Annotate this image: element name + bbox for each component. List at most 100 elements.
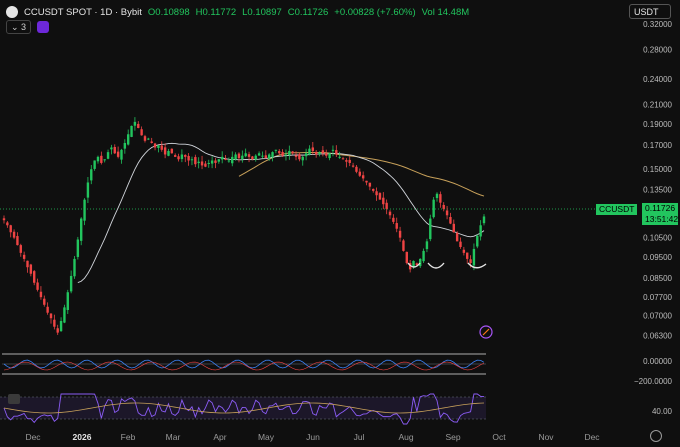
rsi-pane bbox=[0, 393, 486, 425]
candle-body bbox=[22, 254, 26, 259]
candle-body bbox=[247, 154, 251, 157]
candle-body bbox=[264, 155, 268, 159]
candle-body bbox=[220, 156, 224, 160]
candle-body bbox=[318, 152, 321, 155]
symbol-title[interactable]: CCUSDT SPOT · 1D · Bybit bbox=[24, 6, 142, 18]
osc-line-b bbox=[3, 361, 485, 371]
candle-body bbox=[224, 158, 227, 160]
pattern-arcs bbox=[407, 262, 487, 269]
candle-body bbox=[86, 182, 90, 198]
candle-body bbox=[56, 328, 59, 333]
candle-body bbox=[227, 160, 231, 162]
osc-line-a bbox=[3, 359, 485, 369]
candle-body bbox=[123, 142, 127, 149]
candle-body bbox=[301, 156, 304, 161]
candle-body bbox=[6, 222, 9, 226]
candle-body bbox=[291, 151, 294, 154]
candle-body bbox=[388, 211, 392, 216]
candle-body bbox=[325, 153, 328, 156]
pane-axis-label: 0.00000 bbox=[643, 357, 672, 366]
volume-value: Vol 14.48M bbox=[421, 6, 470, 18]
candle-body bbox=[120, 149, 123, 160]
time-axis-label: Jun bbox=[306, 432, 320, 442]
time-axis-label: Sep bbox=[445, 432, 460, 442]
indicator-icon[interactable] bbox=[37, 21, 50, 33]
candle-body bbox=[271, 152, 274, 158]
currency-select[interactable]: USDT bbox=[629, 4, 671, 19]
pane-axis-label: −200.0000 bbox=[634, 377, 673, 386]
candle-body bbox=[345, 160, 348, 162]
candle-body bbox=[93, 160, 96, 169]
candle-body bbox=[382, 197, 385, 205]
candle-body bbox=[294, 155, 298, 157]
candle-body bbox=[398, 230, 402, 238]
ma-fast-line bbox=[77, 142, 485, 283]
candle-body bbox=[314, 151, 318, 155]
candle-body bbox=[39, 291, 43, 298]
time-axis-label: Dec bbox=[25, 432, 41, 442]
close-value: C0.11726 bbox=[287, 6, 329, 18]
candle-body bbox=[355, 166, 358, 172]
candle-body bbox=[321, 150, 325, 154]
oscillator-pane bbox=[2, 353, 486, 375]
candle-body bbox=[251, 156, 254, 160]
candle-body bbox=[257, 153, 261, 156]
candle-body bbox=[197, 161, 200, 164]
price-axis-label: 0.17000 bbox=[643, 141, 672, 150]
pane-axis-label: 40.00 bbox=[652, 407, 673, 416]
price-axis-label: 0.10500 bbox=[643, 234, 672, 243]
candle-body bbox=[392, 217, 395, 222]
candle-body bbox=[90, 169, 93, 181]
candle-body bbox=[422, 250, 425, 262]
candle-body bbox=[351, 165, 355, 167]
coin-logo-icon bbox=[6, 6, 18, 18]
open-value: O0.10898 bbox=[147, 6, 190, 18]
candle-body bbox=[231, 156, 234, 164]
candle-body bbox=[2, 218, 6, 221]
candle-body bbox=[29, 264, 33, 274]
price-axis-label: 0.07000 bbox=[643, 311, 672, 320]
candle-body bbox=[53, 319, 56, 327]
candle-body bbox=[214, 160, 217, 163]
candle-body bbox=[133, 121, 137, 126]
candle-body bbox=[254, 155, 257, 160]
last-price: 0.11726 bbox=[645, 203, 676, 213]
candle-body bbox=[130, 125, 133, 137]
candle-body bbox=[432, 199, 435, 218]
candle-body bbox=[452, 223, 455, 233]
change-value: +0.00828 (+7.60%) bbox=[334, 6, 416, 18]
candle-body bbox=[167, 150, 170, 156]
price-axis: 0.32000 0.28000 0.24000 0.21000 0.19000 0.170… bbox=[634, 20, 673, 416]
candle-body bbox=[96, 156, 100, 162]
indicators-toggle[interactable]: ⌄ 3 bbox=[6, 20, 32, 34]
high-value: H0.11772 bbox=[195, 6, 237, 18]
settings-gear-icon[interactable] bbox=[650, 430, 662, 442]
candle-body bbox=[419, 258, 422, 267]
candle-body bbox=[415, 263, 419, 266]
price-axis-label: 0.07700 bbox=[643, 293, 672, 302]
candle-body bbox=[140, 129, 143, 136]
ma-slow-path bbox=[238, 151, 485, 197]
candle-body bbox=[378, 193, 382, 200]
candle-body bbox=[160, 145, 163, 150]
candle-body bbox=[184, 154, 187, 157]
time-axis-label: Mar bbox=[166, 432, 181, 442]
candle-body bbox=[361, 175, 365, 179]
candle-body bbox=[402, 240, 405, 251]
alert-icon[interactable] bbox=[479, 325, 493, 339]
candle-body bbox=[180, 154, 184, 160]
candle-body bbox=[110, 147, 113, 150]
candle-body bbox=[304, 153, 308, 157]
candle-body bbox=[331, 149, 335, 151]
candle-body bbox=[207, 162, 210, 164]
candle-body bbox=[281, 151, 284, 156]
candle-body bbox=[442, 204, 445, 209]
candle-body bbox=[204, 163, 207, 167]
candle-body bbox=[375, 191, 378, 196]
candle-body bbox=[311, 147, 315, 151]
candles bbox=[2, 117, 486, 335]
last-price-tag: 0.11726 13:51:42 bbox=[642, 203, 678, 225]
indicator-count: 3 bbox=[21, 22, 27, 32]
candle-body bbox=[33, 271, 36, 283]
